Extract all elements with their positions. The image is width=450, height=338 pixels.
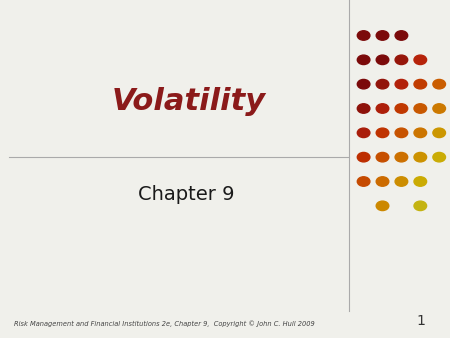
Circle shape: [376, 79, 389, 89]
Text: Volatility: Volatility: [112, 87, 266, 116]
Circle shape: [395, 31, 408, 40]
Circle shape: [414, 201, 427, 211]
Circle shape: [376, 128, 389, 138]
Circle shape: [357, 55, 370, 65]
Circle shape: [376, 31, 389, 40]
Circle shape: [376, 177, 389, 186]
Circle shape: [395, 79, 408, 89]
Circle shape: [433, 79, 446, 89]
Circle shape: [395, 152, 408, 162]
Circle shape: [357, 31, 370, 40]
Circle shape: [376, 201, 389, 211]
Circle shape: [376, 55, 389, 65]
Circle shape: [414, 152, 427, 162]
Circle shape: [357, 177, 370, 186]
Text: 1: 1: [416, 314, 425, 328]
Circle shape: [395, 55, 408, 65]
Circle shape: [414, 79, 427, 89]
Circle shape: [357, 104, 370, 113]
Circle shape: [376, 104, 389, 113]
Circle shape: [357, 79, 370, 89]
Circle shape: [433, 104, 446, 113]
Text: Risk Management and Financial Institutions 2e, Chapter 9,  Copyright © John C. H: Risk Management and Financial Institutio…: [14, 320, 314, 327]
Circle shape: [414, 55, 427, 65]
Circle shape: [414, 128, 427, 138]
Circle shape: [395, 177, 408, 186]
Circle shape: [433, 152, 446, 162]
Circle shape: [376, 152, 389, 162]
Text: Chapter 9: Chapter 9: [139, 185, 235, 204]
Circle shape: [414, 104, 427, 113]
Circle shape: [357, 128, 370, 138]
Circle shape: [414, 177, 427, 186]
Circle shape: [395, 104, 408, 113]
Circle shape: [433, 128, 446, 138]
Circle shape: [357, 152, 370, 162]
Circle shape: [395, 128, 408, 138]
